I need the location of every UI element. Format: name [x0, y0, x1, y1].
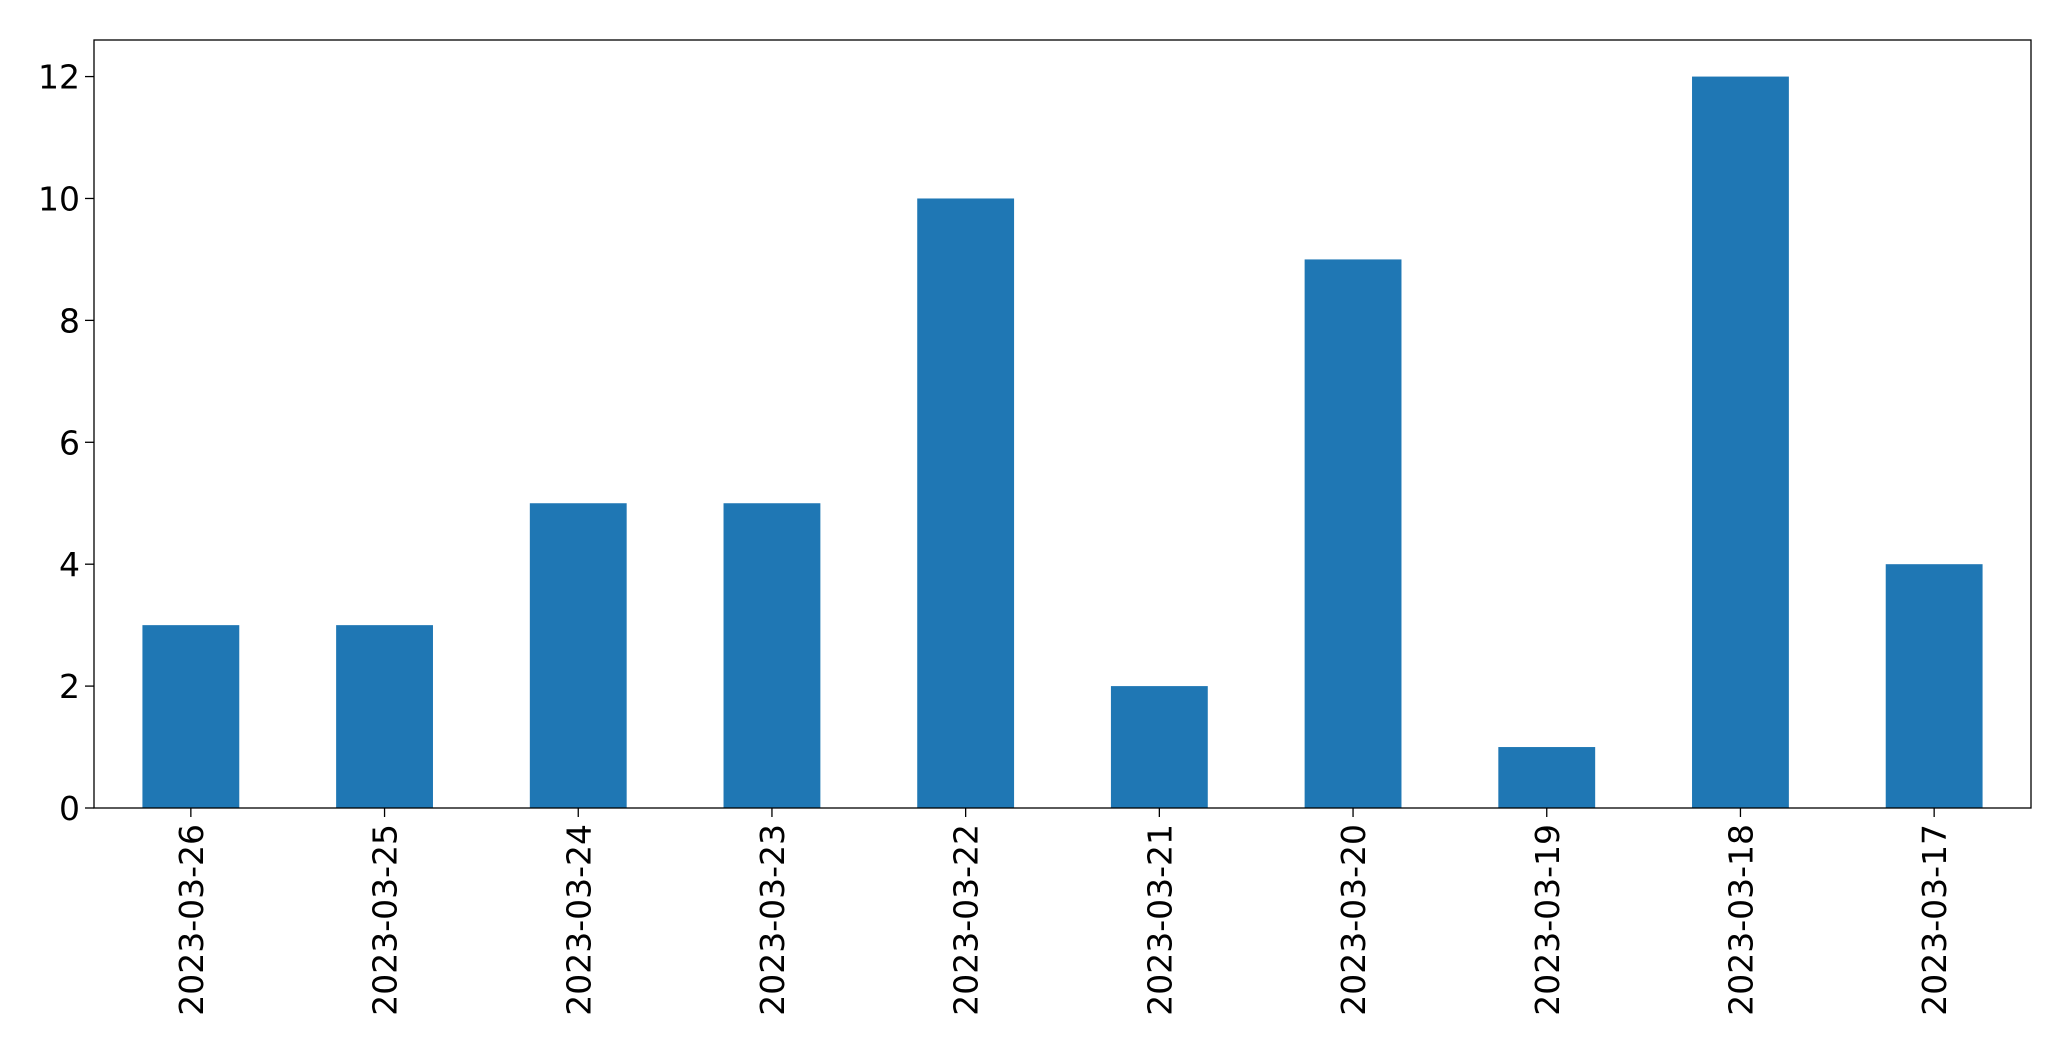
- y-tick-label: 2: [59, 667, 80, 706]
- x-tick-label: 2023-03-17: [1915, 824, 1954, 1016]
- x-tick-label: 2023-03-25: [366, 824, 405, 1016]
- x-tick-label: 2023-03-20: [1334, 824, 1373, 1016]
- bar: [529, 503, 627, 808]
- bar: [1692, 76, 1789, 809]
- y-tick-label: 6: [59, 423, 80, 462]
- bar: [142, 625, 240, 808]
- bar: [336, 625, 433, 808]
- x-tick-label: 2023-03-19: [1528, 824, 1567, 1016]
- bar: [723, 503, 821, 808]
- x-tick-label: 2023-03-22: [947, 824, 986, 1016]
- bar: [1498, 747, 1596, 808]
- x-tick-label: 2023-03-18: [1721, 824, 1760, 1016]
- bar: [917, 198, 1015, 808]
- y-tick-label: 4: [59, 545, 80, 584]
- y-tick-label: 12: [38, 58, 80, 97]
- x-tick-label: 2023-03-24: [559, 824, 598, 1016]
- x-tick-label: 2023-03-26: [172, 824, 211, 1016]
- plot-frame: [93, 39, 2032, 809]
- y-tick-label: 8: [59, 301, 80, 340]
- bar: [1110, 686, 1208, 808]
- y-tick-label: 0: [59, 789, 80, 828]
- y-tick-label: 10: [38, 179, 80, 218]
- x-tick-label: 2023-03-21: [1140, 824, 1179, 1016]
- bar: [1304, 259, 1402, 808]
- x-tick-label: 2023-03-23: [753, 824, 792, 1016]
- bar: [1885, 564, 1983, 808]
